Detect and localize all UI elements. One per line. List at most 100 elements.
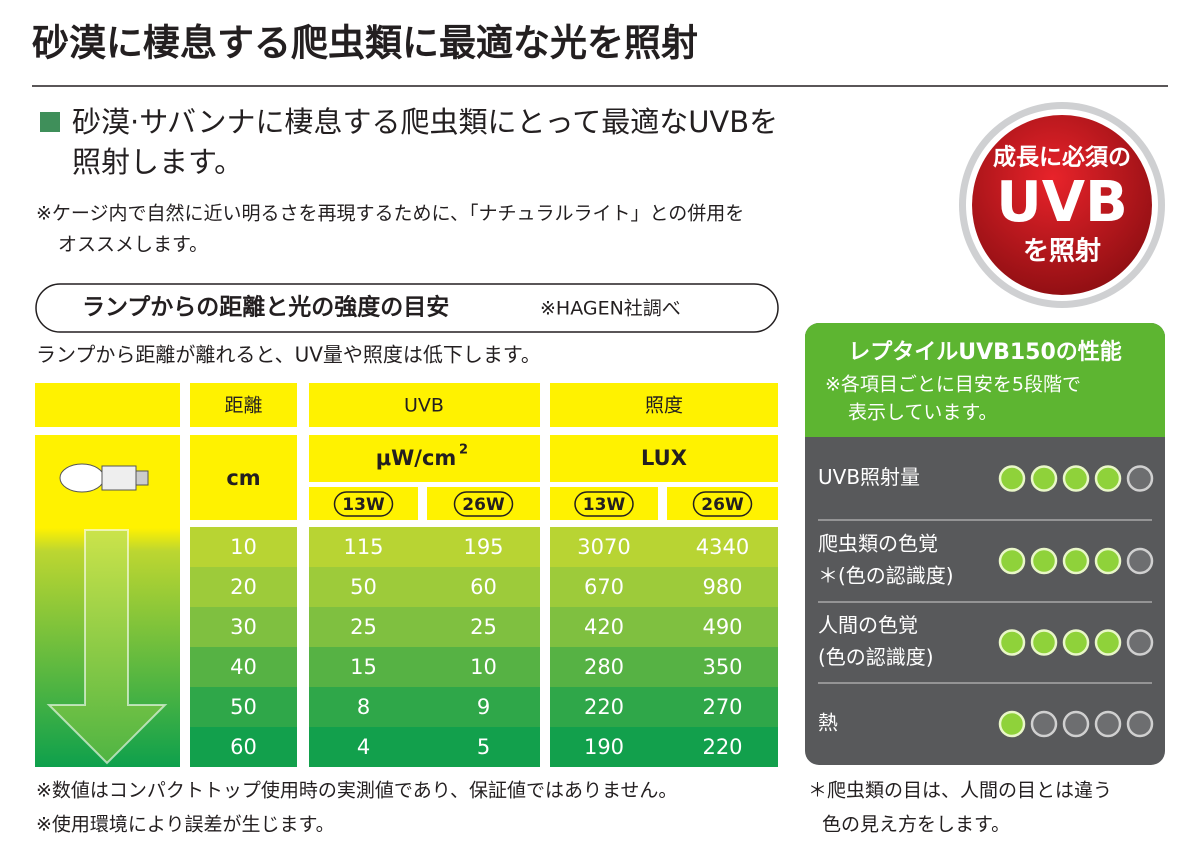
data-cell [658,567,667,607]
data-cell [658,647,667,687]
item-label: 爬虫類の色覚 [818,532,938,556]
cell-value: 20 [230,575,257,599]
data-cell [658,727,667,767]
rating-dot [1094,465,1122,492]
data-cell [190,527,297,567]
data-cell [550,527,658,567]
watt-pill [453,491,514,517]
lead-line: 砂漠·サバンナに棲息する爬虫類にとって最適なUVBを [72,105,778,139]
data-cell [309,567,418,607]
rating-dot [1094,547,1122,575]
badge-text: 成長に必須の [993,144,1131,171]
footnote: ※使用環境により誤差が生じます。 [36,814,335,836]
rating-dot [1062,547,1090,575]
data-cell [309,727,418,767]
data-cell [309,527,418,567]
unit-cell [309,435,540,482]
data-cell [418,527,427,567]
watt-pill [574,491,634,517]
panel-note: 色の見え方をします。 [822,814,1010,836]
badge-disc [972,115,1152,295]
rating-dot [1030,629,1058,656]
data-cell [418,727,427,767]
cell-value: 60 [230,735,257,759]
data-cell [427,527,540,567]
unit-cell [190,435,297,520]
data-cell [309,687,418,727]
rating-dot [1126,465,1154,492]
cell-value: 8 [357,695,370,719]
rating-dot [1030,710,1058,738]
cell-value: 195 [463,535,503,559]
badge-text: を照射 [1023,237,1101,267]
watt-label: 26W [462,495,505,515]
rating-dot [998,629,1026,656]
cell-value: 420 [584,615,624,639]
cell-value: 220 [584,695,624,719]
rating-dot [998,547,1026,575]
cell-value: 30 [230,615,257,639]
data-cell [427,727,540,767]
header-cell [550,383,658,427]
data-cell [427,567,540,607]
data-cell [190,607,297,647]
cell-value: 50 [350,575,377,599]
cell-value: 25 [470,615,497,639]
section-source: ※HAGEN社調べ [540,298,681,320]
cell-value: 10 [230,535,257,559]
rating-dot [1126,547,1154,575]
data-cell [550,727,658,767]
unit-cell [550,435,778,482]
unit-superscript: 2 [459,443,468,458]
rating-dot [998,710,1026,738]
header-cell [418,383,427,427]
data-cell [427,687,540,727]
section-pill [35,283,779,333]
cell-value: 25 [350,615,377,639]
cell-value: 10 [470,655,497,679]
rating-dot [1062,629,1090,656]
table-intro: ランプから距離が離れると、UV量や照度は低下します。 [36,343,541,367]
cell-value: 60 [470,575,497,599]
data-cell [667,727,778,767]
performance-panel: レプタイルUVB150の性能 ※各項目ごとに目安を5段階で 表示しています。 U… [805,323,1165,765]
header-cell [190,383,297,427]
watt-label: 26W [701,495,744,515]
panel-header [805,323,1165,437]
badge-text: UVB [996,170,1128,235]
data-cell [667,527,778,567]
cell-value: 980 [702,575,742,599]
data-cell [190,727,297,767]
cell-value: 490 [702,615,742,639]
data-cell [667,647,778,687]
panel-subtitle: 表示しています。 [848,402,998,424]
cell-value: 5 [477,735,490,759]
header-cell [309,383,418,427]
header-cell [35,383,180,427]
header-cell [427,383,540,427]
data-cell [427,607,540,647]
data-cell [667,567,778,607]
badge: 成長に必須の UVB を照射 [959,102,1165,308]
item-label: 人間の色覚 [818,613,918,637]
header: 距離 [224,395,262,417]
rating-dot [998,465,1026,492]
data-cell [550,567,658,607]
cell-value: 15 [350,655,377,679]
data-cell [667,607,778,647]
item-label: (色の認識度) [818,645,934,669]
unit: LUX [641,446,687,470]
panel-title: レプタイルUVB150の性能 [848,339,1122,365]
rating-dot [1062,465,1090,492]
rating-dot [1126,710,1154,738]
cell-value: 50 [230,695,257,719]
title: 砂漠に棲息する爬虫類に最適な光を照射 [32,22,698,65]
header-cell [297,383,309,427]
bullet [40,112,60,132]
bulb-base [101,465,137,491]
data-cell [309,647,418,687]
data-cell [418,567,427,607]
data-cell [667,687,778,727]
cell-value: 280 [584,655,624,679]
